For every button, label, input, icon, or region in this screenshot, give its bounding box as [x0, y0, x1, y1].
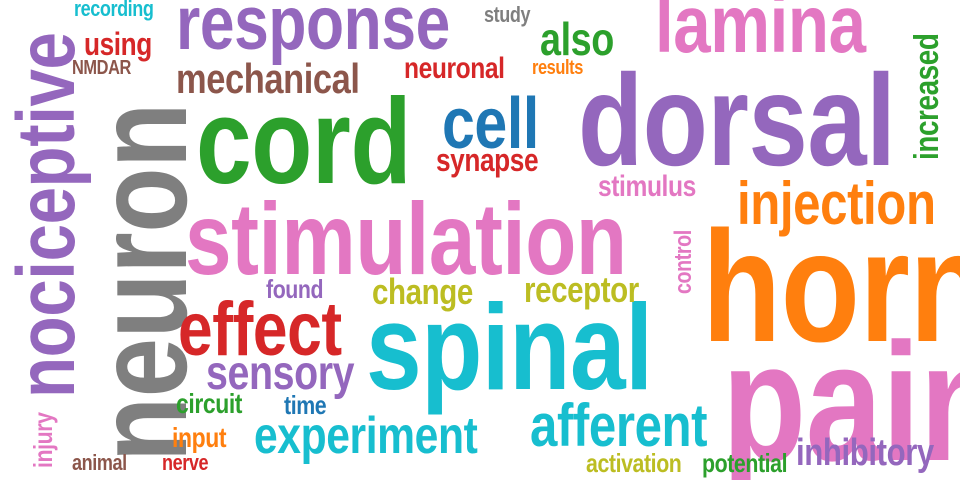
word-also: also — [540, 13, 614, 65]
word-time: time — [284, 390, 327, 420]
word-mechanical: mechanical — [176, 55, 360, 102]
word-response: response — [176, 0, 450, 66]
word-inhibitory: inhibitory — [796, 432, 934, 474]
word-activation: activation — [586, 448, 682, 478]
word-input: input — [172, 422, 227, 453]
word-cell: cell — [442, 84, 539, 164]
word-control: control — [670, 230, 697, 294]
word-injury: injury — [28, 412, 58, 468]
word-sensory: sensory — [206, 347, 355, 400]
word-stimulus: stimulus — [598, 170, 696, 203]
word-cord: cord — [196, 73, 412, 209]
word-receptor: receptor — [524, 269, 639, 310]
word-spinal: spinal — [366, 279, 653, 415]
word-synapse: synapse — [436, 142, 539, 178]
word-experiment: experiment — [254, 407, 478, 465]
word-stimulation: stimulation — [185, 182, 627, 296]
word-nmdar: NMDAR — [72, 57, 131, 79]
word-nociceptive: nociceptive — [1, 32, 92, 398]
word-potential: potential — [702, 448, 788, 478]
word-animal: animal — [72, 450, 127, 475]
word-horn: horn — [702, 199, 960, 375]
word-found: found — [266, 274, 324, 304]
word-effect: effect — [178, 287, 342, 372]
word-results: results — [532, 57, 583, 79]
word-afferent: afferent — [530, 392, 708, 459]
word-change: change — [372, 271, 473, 312]
word-neuronal: neuronal — [404, 52, 505, 85]
word-circuit: circuit — [176, 388, 243, 419]
word-study: study — [484, 2, 531, 27]
word-increased: increased — [908, 33, 946, 160]
word-nerve: nerve — [162, 450, 209, 475]
word-injection: injection — [737, 170, 936, 237]
word-recording: recording — [74, 0, 154, 21]
word-dorsal: dorsal — [578, 47, 896, 193]
word-lamina: lamina — [655, 0, 866, 70]
word-using: using — [84, 26, 152, 62]
